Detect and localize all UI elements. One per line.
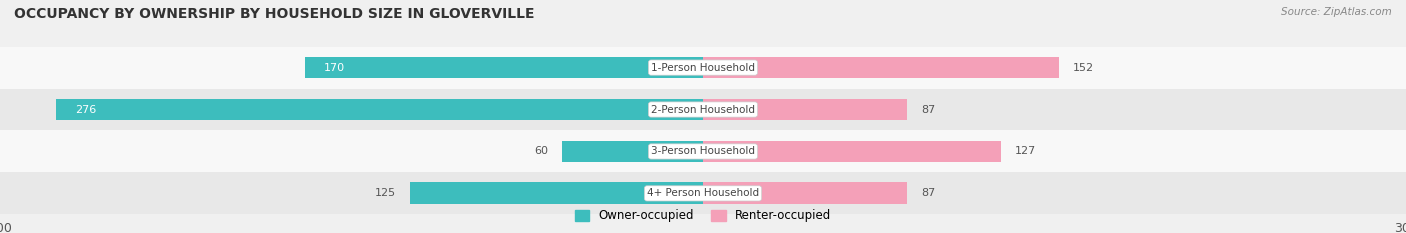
Text: 2-Person Household: 2-Person Household bbox=[651, 105, 755, 114]
Bar bbox=[703, 57, 1059, 79]
Text: Source: ZipAtlas.com: Source: ZipAtlas.com bbox=[1281, 7, 1392, 17]
Text: OCCUPANCY BY OWNERSHIP BY HOUSEHOLD SIZE IN GLOVERVILLE: OCCUPANCY BY OWNERSHIP BY HOUSEHOLD SIZE… bbox=[14, 7, 534, 21]
Bar bbox=[703, 182, 907, 204]
Text: 152: 152 bbox=[1073, 63, 1094, 72]
Bar bbox=[305, 57, 703, 79]
Text: 125: 125 bbox=[375, 188, 396, 198]
Text: 1-Person Household: 1-Person Household bbox=[651, 63, 755, 72]
Text: 4+ Person Household: 4+ Person Household bbox=[647, 188, 759, 198]
Bar bbox=[0, 47, 1406, 89]
Text: 170: 170 bbox=[323, 63, 344, 72]
Bar bbox=[0, 89, 1406, 130]
Text: 276: 276 bbox=[75, 105, 96, 114]
Bar bbox=[703, 99, 907, 120]
Text: 87: 87 bbox=[921, 188, 935, 198]
Text: 127: 127 bbox=[1015, 147, 1036, 156]
Bar bbox=[562, 140, 703, 162]
Bar bbox=[411, 182, 703, 204]
Text: 87: 87 bbox=[921, 105, 935, 114]
Bar bbox=[0, 130, 1406, 172]
Text: 3-Person Household: 3-Person Household bbox=[651, 147, 755, 156]
Legend: Owner-occupied, Renter-occupied: Owner-occupied, Renter-occupied bbox=[569, 205, 837, 227]
Bar bbox=[0, 172, 1406, 214]
Bar bbox=[56, 99, 703, 120]
Text: 60: 60 bbox=[534, 147, 548, 156]
Bar bbox=[703, 140, 1001, 162]
